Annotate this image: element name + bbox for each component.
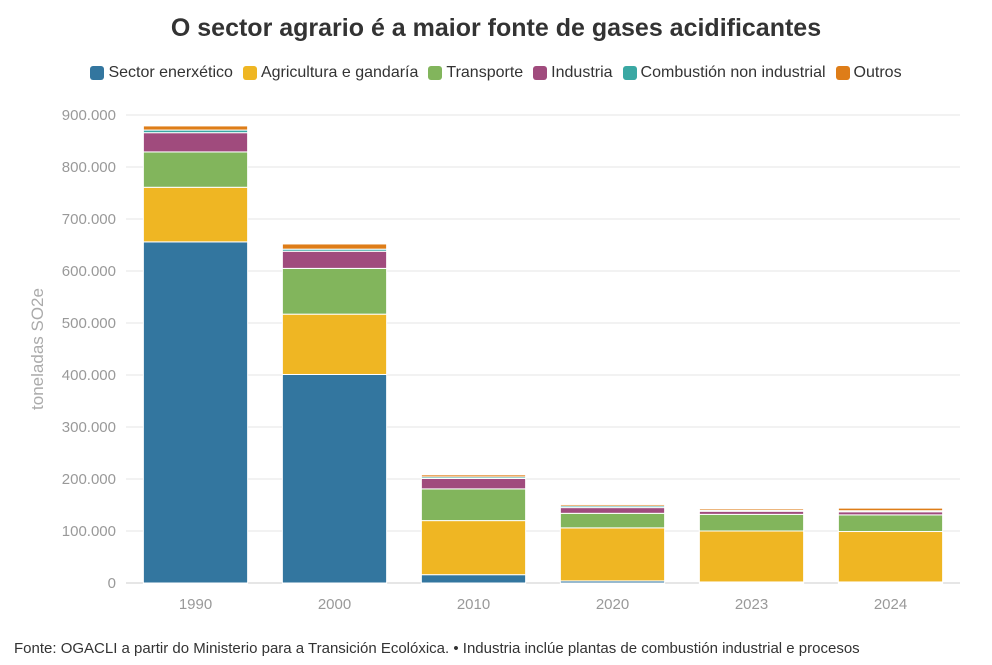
legend-item: Outros — [835, 64, 902, 82]
bar-segment — [142, 186, 249, 243]
gridlines — [126, 114, 960, 584]
y-tick-label: 900.000 — [62, 107, 116, 124]
footer-note: Fonte: OGACLI a partir do Ministerio par… — [14, 640, 860, 657]
y-tick-label: 400.000 — [62, 367, 116, 384]
x-tick-label: 2010 — [457, 596, 490, 613]
legend-item: Transporte — [428, 64, 523, 82]
legend-label: Combustión non industrial — [640, 64, 826, 81]
legend-swatch — [90, 66, 105, 80]
legend-label: Agricultura e gandaría — [260, 64, 419, 81]
legend-item: Sector enerxético — [90, 64, 233, 82]
bar-segment — [837, 531, 944, 583]
bar-segment — [420, 520, 527, 576]
legend-swatch — [835, 66, 850, 80]
legend-swatch — [622, 66, 637, 80]
bar-segment — [559, 527, 666, 582]
bar-segment — [698, 513, 805, 532]
bar-segment — [281, 313, 388, 375]
bar-segment — [142, 151, 249, 188]
bar-segment — [420, 474, 527, 478]
y-tick-label: 300.000 — [62, 419, 116, 436]
bar-segment — [142, 241, 249, 584]
chart-title: O sector agrario é a maior fonte de gase… — [170, 14, 822, 42]
bars — [142, 125, 944, 584]
y-tick-label: 600.000 — [62, 263, 116, 280]
legend-swatch — [428, 66, 443, 80]
bar-segment — [281, 243, 388, 250]
bar-segment — [281, 267, 388, 315]
legend-swatch — [242, 66, 257, 80]
y-tick-label: 800.000 — [62, 159, 116, 176]
bar-segment — [559, 503, 666, 507]
legend-swatch — [533, 66, 548, 80]
y-tick-label: 700.000 — [62, 211, 116, 228]
legend-label: Sector enerxético — [108, 64, 233, 81]
bar-segment — [420, 488, 527, 522]
legend-item: Industria — [533, 64, 613, 82]
legend: Sector enerxético Agricultura e gandaría T… — [0, 64, 992, 82]
bar-segment — [420, 574, 527, 584]
y-tick-label: 500.000 — [62, 315, 116, 332]
bar-segment — [281, 250, 388, 269]
x-tick-label: 2000 — [318, 596, 351, 613]
x-tick-label: 2024 — [874, 596, 907, 613]
bar-segment — [559, 507, 666, 514]
y-axis-ticks: 0 100.000 200.000 300.000 400.000 500.000 600.… — [62, 107, 116, 592]
legend-item: Combustión non industrial — [622, 64, 826, 82]
bar-segment — [142, 125, 249, 131]
bar-segment — [698, 508, 805, 511]
y-tick-label: 200.000 — [62, 471, 116, 488]
bar-segment — [698, 530, 805, 583]
x-tick-label: 2020 — [596, 596, 629, 613]
y-tick-label: 0 — [108, 575, 116, 592]
y-axis-title: toneladas SO2e — [28, 288, 47, 410]
y-tick-label: 100.000 — [62, 523, 116, 540]
x-tick-label: 2023 — [735, 596, 768, 613]
legend-label: Industria — [551, 64, 613, 81]
bar-segment — [142, 132, 249, 153]
stacked-bar-chart: 0 100.000 200.000 300.000 400.000 500.000 600.… — [28, 107, 960, 613]
x-tick-label: 1990 — [179, 596, 212, 613]
bar-segment — [837, 507, 944, 512]
bar-segment — [559, 512, 666, 529]
legend-label: Outros — [853, 64, 902, 81]
bar-segment — [281, 373, 388, 584]
legend-item: Agricultura e gandaría — [242, 64, 419, 82]
bar-segment — [420, 477, 527, 490]
x-axis-ticks: 1990 2000 2010 2020 2023 2024 — [179, 596, 907, 613]
bar-segment — [837, 514, 944, 533]
legend-label: Transporte — [446, 64, 524, 81]
